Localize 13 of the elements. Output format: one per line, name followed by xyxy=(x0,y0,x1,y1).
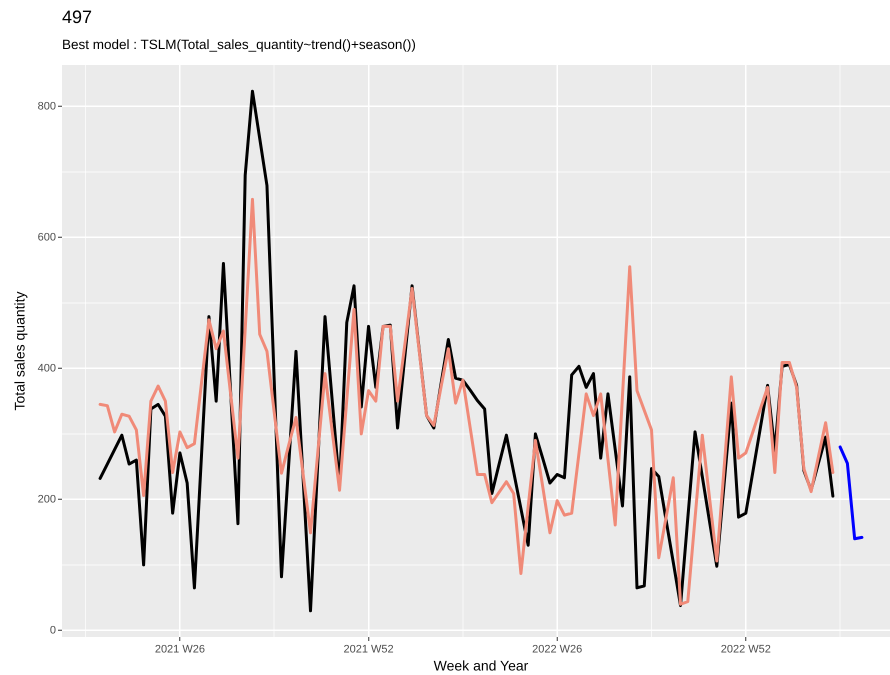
x-tick-label: 2021 W52 xyxy=(343,644,394,656)
y-tick-label: 200 xyxy=(38,493,56,506)
x-tick-label: 2021 W26 xyxy=(154,644,205,656)
chart-subtitle: Best model : TSLM(Total_sales_quantity~trend()+season()) xyxy=(62,36,416,53)
y-tick-label: 0 xyxy=(50,624,56,636)
x-axis-title: Week and Year xyxy=(434,657,529,674)
y-tick-label: 400 xyxy=(38,362,56,374)
x-tick-label: 2022 W26 xyxy=(532,644,582,656)
x-tick-label: 2022 W52 xyxy=(720,644,771,656)
y-axis-title: Total sales quantity xyxy=(11,291,28,411)
y-tick-label: 800 xyxy=(38,100,56,112)
y-tick-label: 600 xyxy=(38,231,56,244)
chart-title: 497 xyxy=(62,6,92,28)
